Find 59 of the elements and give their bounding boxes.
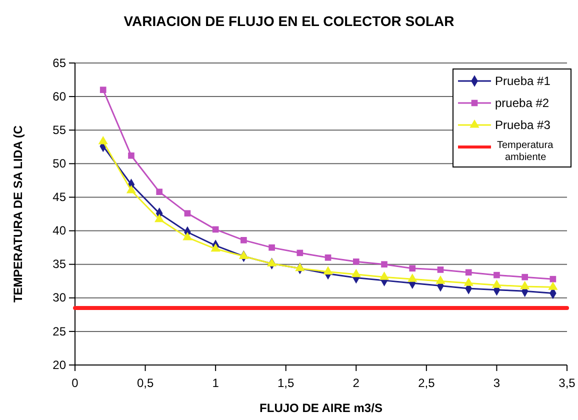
point <box>128 152 134 159</box>
y-tick-label: 35 <box>52 257 66 272</box>
point <box>296 250 304 256</box>
y-tick-label: 45 <box>52 190 66 204</box>
y-tick-label: 30 <box>52 290 66 305</box>
point <box>436 276 446 284</box>
x-tick-label: 1,5 <box>278 376 295 390</box>
point <box>351 268 361 278</box>
point <box>492 280 502 288</box>
point <box>268 244 275 251</box>
x-tick-label: 0,5 <box>136 376 154 390</box>
point <box>522 274 528 280</box>
point <box>240 237 247 244</box>
x-tick-label: 3 <box>493 376 500 390</box>
y-tick-label: 20 <box>52 358 66 372</box>
legend-label: Prueba #1 <box>495 74 551 88</box>
point <box>494 272 500 278</box>
y-tick-label: 40 <box>52 224 66 238</box>
x-tick-label: 0 <box>72 376 79 390</box>
chart-title: VARIACION DE FLUJO EN EL COLECTOR SOLAR <box>124 13 454 29</box>
legend-label: Prueba #3 <box>495 118 551 132</box>
y-tick-label: 60 <box>52 89 66 104</box>
x-tick-label: 1 <box>212 376 220 390</box>
y-tick-label: 25 <box>52 324 66 338</box>
point <box>156 188 163 196</box>
point <box>295 262 305 272</box>
point <box>323 266 333 274</box>
point <box>100 86 106 94</box>
legend-label: prueba #2 <box>495 96 550 110</box>
point <box>126 184 136 194</box>
point <box>548 282 558 290</box>
point <box>437 266 444 273</box>
legend-label: Temperatura ambiente <box>497 140 554 163</box>
y-axis-title: TEMPERATURA DE SA LIDA (C <box>11 125 25 303</box>
y-tick-label: 55 <box>52 122 66 137</box>
point <box>210 243 220 252</box>
point <box>238 250 248 260</box>
point <box>324 254 332 261</box>
x-tick-label: 2 <box>352 376 360 390</box>
point <box>379 272 390 280</box>
point <box>352 258 360 265</box>
point <box>266 258 277 266</box>
point <box>154 214 164 222</box>
point <box>409 265 416 272</box>
point <box>182 232 192 240</box>
point <box>550 276 556 282</box>
x-tick-label: 2,5 <box>418 376 436 390</box>
point <box>520 280 530 290</box>
y-tick-label: 65 <box>52 56 66 70</box>
x-tick-label: 3,5 <box>558 376 576 390</box>
point <box>465 269 472 276</box>
x-axis-title: FLUJO DE AIRE m3/S <box>260 401 382 415</box>
point <box>98 136 108 144</box>
point <box>212 226 219 233</box>
point <box>184 210 191 216</box>
point <box>464 278 474 286</box>
point <box>408 274 418 282</box>
y-tick-label: 50 <box>52 156 66 171</box>
point <box>381 261 388 268</box>
